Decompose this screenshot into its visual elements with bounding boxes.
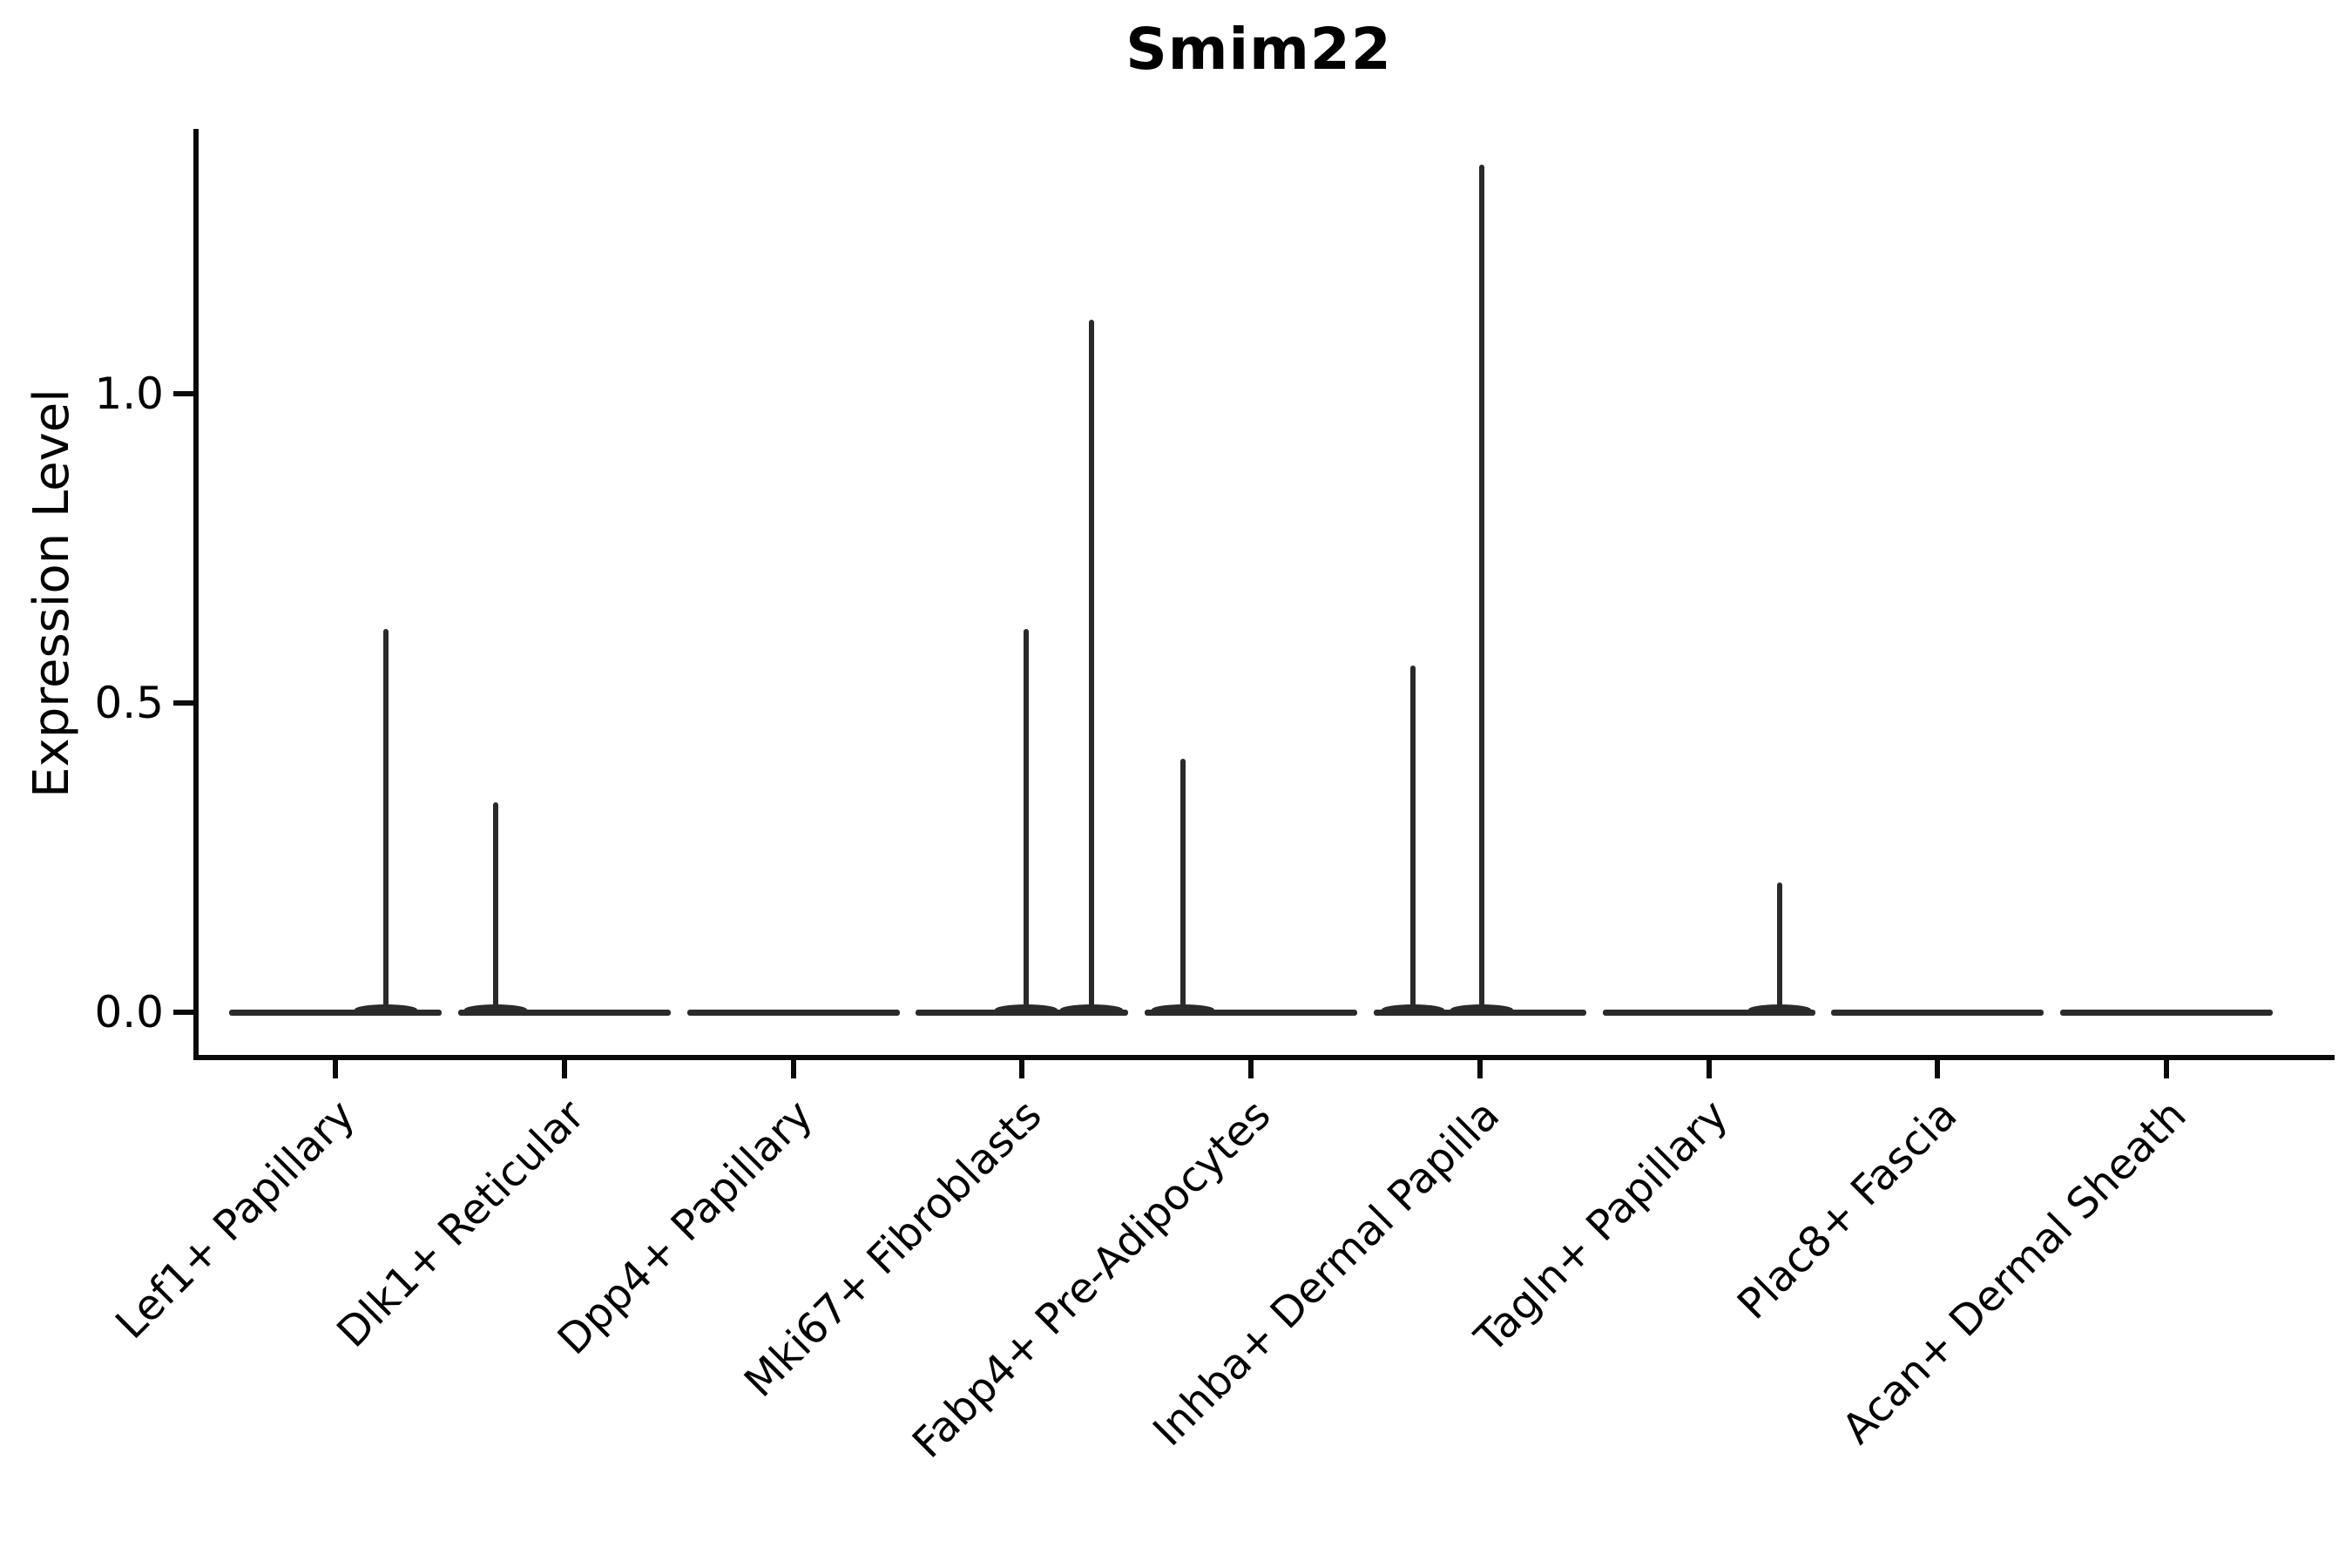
x-tick	[1707, 1058, 1712, 1078]
x-tick	[1477, 1058, 1483, 1078]
violin-baseline	[687, 1010, 900, 1016]
violin-baseline	[229, 1010, 442, 1016]
y-tick-label: 0.5	[94, 678, 164, 728]
y-tick-label: 0.0	[94, 987, 164, 1037]
x-tick	[791, 1058, 796, 1078]
violin-baseline	[1603, 1010, 1815, 1016]
violin-spike	[493, 802, 498, 1012]
x-category-label: Lef1+ Papillary	[106, 1091, 365, 1348]
y-tick	[173, 391, 196, 396]
x-tick	[562, 1058, 567, 1078]
violin-baseline	[1831, 1010, 2044, 1016]
y-tick	[173, 1010, 196, 1015]
x-axis-spine	[193, 1055, 2335, 1060]
x-category-label: Tagln+ Papillary	[1465, 1091, 1738, 1362]
violin-spike	[383, 629, 389, 1012]
x-tick	[1019, 1058, 1024, 1078]
violin-spike	[1180, 759, 1186, 1012]
violin-spike	[1410, 666, 1416, 1012]
x-tick	[2164, 1058, 2169, 1078]
violin-baseline	[1145, 1010, 1357, 1016]
x-tick	[1248, 1058, 1254, 1078]
violin-spike	[1024, 629, 1029, 1012]
y-tick-label: 1.0	[94, 368, 164, 419]
y-axis-spine	[193, 129, 199, 1060]
violin-spike	[1089, 320, 1094, 1012]
violin-baseline	[2060, 1010, 2273, 1016]
violin-spike	[1479, 165, 1484, 1012]
x-category-label: Dpp4+ Papillary	[548, 1091, 822, 1365]
y-tick	[173, 700, 196, 706]
x-tick	[1935, 1058, 1940, 1078]
x-category-label: Dlk1+ Reticular	[327, 1091, 594, 1357]
violin-spike	[1777, 882, 1782, 1012]
chart-title: Smim22	[1125, 16, 1392, 83]
x-category-label: Plac8+ Fascia	[1728, 1091, 1967, 1329]
x-tick	[333, 1058, 338, 1078]
violin-baseline	[458, 1010, 671, 1016]
